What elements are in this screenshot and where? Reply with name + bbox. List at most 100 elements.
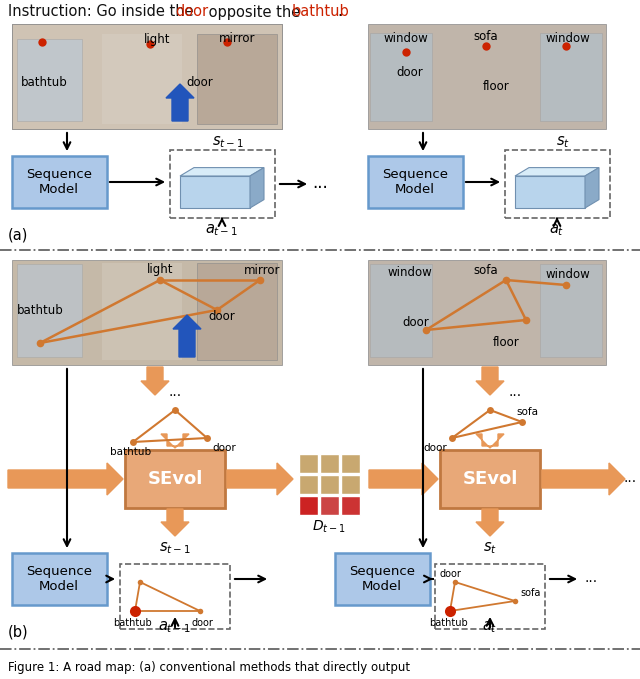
- Bar: [12, 24, 282, 129]
- Text: bathtub: bathtub: [429, 618, 467, 628]
- Bar: [368, 156, 463, 208]
- Text: Instruction: Go inside the: Instruction: Go inside the: [8, 5, 198, 20]
- Bar: [12, 260, 282, 365]
- Bar: [341, 454, 360, 473]
- Text: window: window: [546, 33, 590, 45]
- Text: opposite the: opposite the: [204, 5, 305, 20]
- Text: $a_t$: $a_t$: [549, 222, 564, 238]
- Polygon shape: [515, 168, 599, 176]
- Polygon shape: [180, 168, 264, 176]
- Bar: [370, 33, 432, 121]
- Text: window: window: [388, 265, 433, 278]
- Polygon shape: [585, 168, 599, 208]
- Bar: [299, 496, 318, 515]
- Polygon shape: [8, 463, 123, 495]
- Text: ...: ...: [623, 471, 637, 485]
- Bar: [368, 260, 606, 365]
- Bar: [299, 475, 318, 494]
- Bar: [17, 264, 82, 357]
- Text: floor: floor: [493, 337, 520, 350]
- Text: ...: ...: [508, 385, 522, 399]
- Bar: [197, 34, 277, 124]
- Text: $s_t$: $s_t$: [483, 540, 497, 556]
- Text: (a): (a): [8, 227, 28, 242]
- Text: SEvol: SEvol: [147, 470, 203, 488]
- Text: door: door: [423, 443, 447, 453]
- Polygon shape: [141, 367, 169, 395]
- Text: sofa: sofa: [474, 29, 499, 43]
- Text: $s_{t-1}$: $s_{t-1}$: [212, 134, 244, 150]
- Polygon shape: [173, 315, 201, 357]
- Text: Sequence
Model: Sequence Model: [26, 168, 92, 196]
- Bar: [370, 264, 432, 357]
- Polygon shape: [476, 367, 504, 395]
- Bar: [299, 454, 318, 473]
- Text: door: door: [175, 5, 208, 20]
- Polygon shape: [476, 434, 504, 448]
- Bar: [120, 564, 230, 629]
- Text: bathtub: bathtub: [292, 5, 349, 20]
- Bar: [368, 24, 606, 129]
- Bar: [320, 496, 339, 515]
- Text: $s_{t-1}$: $s_{t-1}$: [159, 540, 191, 556]
- Bar: [12, 553, 107, 605]
- Polygon shape: [476, 509, 504, 536]
- Text: bathtub: bathtub: [114, 618, 152, 628]
- Text: $D_{t-1}$: $D_{t-1}$: [312, 519, 346, 535]
- Text: $a_{t-1}$: $a_{t-1}$: [205, 222, 239, 238]
- Text: .: .: [337, 5, 342, 20]
- Text: ...: ...: [168, 385, 182, 399]
- Polygon shape: [161, 509, 189, 536]
- Text: floor: floor: [483, 81, 509, 94]
- Bar: [505, 150, 610, 218]
- Bar: [335, 553, 430, 605]
- Text: $s_t$: $s_t$: [556, 134, 570, 150]
- Text: $a_t$: $a_t$: [483, 619, 498, 635]
- Bar: [102, 34, 182, 124]
- Text: Sequence
Model: Sequence Model: [349, 565, 415, 593]
- Bar: [12, 156, 107, 208]
- Text: ...: ...: [584, 571, 598, 585]
- Text: bathtub: bathtub: [17, 304, 63, 316]
- Bar: [540, 33, 602, 121]
- Polygon shape: [542, 463, 625, 495]
- Polygon shape: [166, 84, 194, 121]
- Bar: [320, 454, 339, 473]
- Text: mirror: mirror: [244, 263, 280, 276]
- Text: door: door: [397, 65, 424, 79]
- Text: bathtub: bathtub: [20, 75, 67, 88]
- Text: bathtub: bathtub: [111, 447, 152, 457]
- Text: $a_{t-1}$: $a_{t-1}$: [159, 619, 191, 635]
- Bar: [320, 475, 339, 494]
- Bar: [341, 496, 360, 515]
- Text: Sequence
Model: Sequence Model: [26, 565, 92, 593]
- Bar: [435, 564, 545, 629]
- Bar: [125, 450, 225, 508]
- Bar: [197, 263, 277, 360]
- Text: door: door: [439, 569, 461, 579]
- Polygon shape: [180, 176, 250, 208]
- Bar: [341, 475, 360, 494]
- Bar: [102, 263, 182, 360]
- Text: Sequence
Model: Sequence Model: [382, 168, 448, 196]
- Text: door: door: [403, 316, 429, 329]
- Text: window: window: [546, 268, 590, 282]
- Bar: [17, 39, 82, 121]
- Polygon shape: [250, 168, 264, 208]
- Text: light: light: [144, 33, 170, 45]
- Text: Figure 1: A road map: (a) conventional methods that directly output: Figure 1: A road map: (a) conventional m…: [8, 661, 410, 674]
- Polygon shape: [161, 434, 189, 448]
- Text: SEvol: SEvol: [462, 470, 518, 488]
- Text: mirror: mirror: [219, 33, 255, 45]
- Polygon shape: [369, 463, 438, 495]
- Text: sofa: sofa: [516, 407, 538, 417]
- Text: door: door: [187, 75, 213, 88]
- Bar: [12, 24, 282, 129]
- Text: (b): (b): [8, 625, 29, 640]
- Text: sofa: sofa: [474, 263, 499, 276]
- Bar: [540, 264, 602, 357]
- Bar: [440, 450, 540, 508]
- Text: window: window: [383, 33, 428, 45]
- Text: door: door: [191, 618, 213, 628]
- Text: door: door: [209, 310, 236, 323]
